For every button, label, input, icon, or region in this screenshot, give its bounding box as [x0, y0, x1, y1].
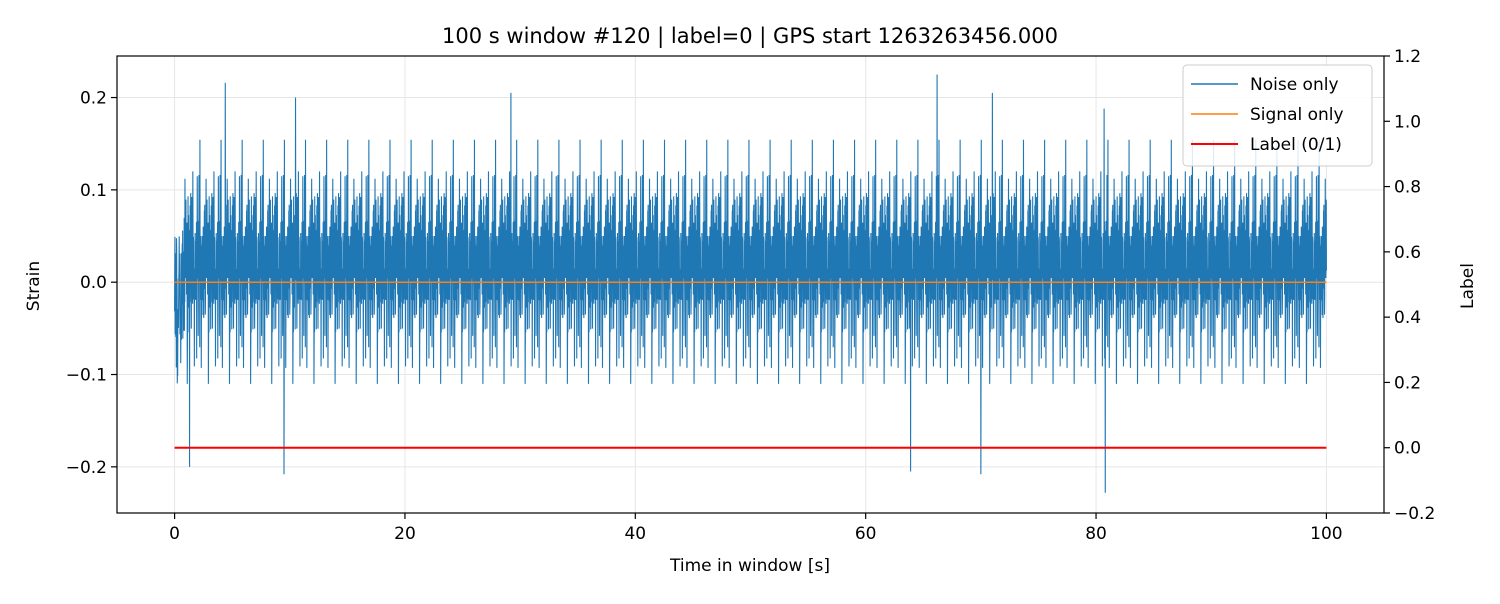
y2-tick-label: 1.2	[1394, 47, 1421, 67]
legend: Noise only Signal only Label (0/1)	[1182, 64, 1373, 167]
x-tick-label: 0	[169, 524, 180, 544]
x-tick-label: 20	[394, 524, 416, 544]
x-tick-label: 40	[624, 524, 646, 544]
y2-tick-label: 1.0	[1394, 112, 1421, 132]
y-tick-label: −0.2	[66, 458, 107, 478]
y2-tick-label: 0.8	[1394, 178, 1421, 198]
chart-title: 100 s window #120 | label=0 | GPS start …	[442, 24, 1058, 49]
y-tick-label: 0.2	[80, 89, 107, 109]
y-axis-label: Strain	[24, 261, 44, 311]
x-tick-label: 60	[855, 524, 877, 544]
y2-tick-label: 0.2	[1394, 373, 1421, 393]
y2-tick-label: −0.2	[1394, 504, 1435, 524]
legend-box	[1182, 64, 1373, 167]
series-noise-only-line	[174, 74, 1327, 493]
x-axis-label: Time in window [s]	[669, 556, 830, 576]
legend-entry-label: Label (0/1)	[1250, 135, 1342, 155]
y2-axis-label: Label	[1458, 263, 1478, 309]
x-tick-label: 100	[1310, 524, 1342, 544]
x-tick-label: 80	[1085, 524, 1107, 544]
y2-tick-label: 0.0	[1394, 439, 1421, 459]
axes-layer: 0 20 40 60 80 100 0.2 0.1 0.0 −0.1 −0.2 1.2 1.0 0.8 0.…	[66, 47, 1436, 544]
legend-entry-label: Signal only	[1250, 105, 1344, 125]
legend-entry-label: Noise only	[1250, 75, 1339, 95]
y-tick-label: −0.1	[66, 366, 107, 386]
y-tick-label: 0.0	[80, 273, 107, 293]
plot-frame	[116, 55, 1385, 514]
plot-layer	[174, 74, 1327, 493]
y2-tick-label: 0.6	[1394, 243, 1421, 263]
y-tick-label: 0.1	[80, 181, 107, 201]
y2-tick-label: 0.4	[1394, 308, 1421, 328]
